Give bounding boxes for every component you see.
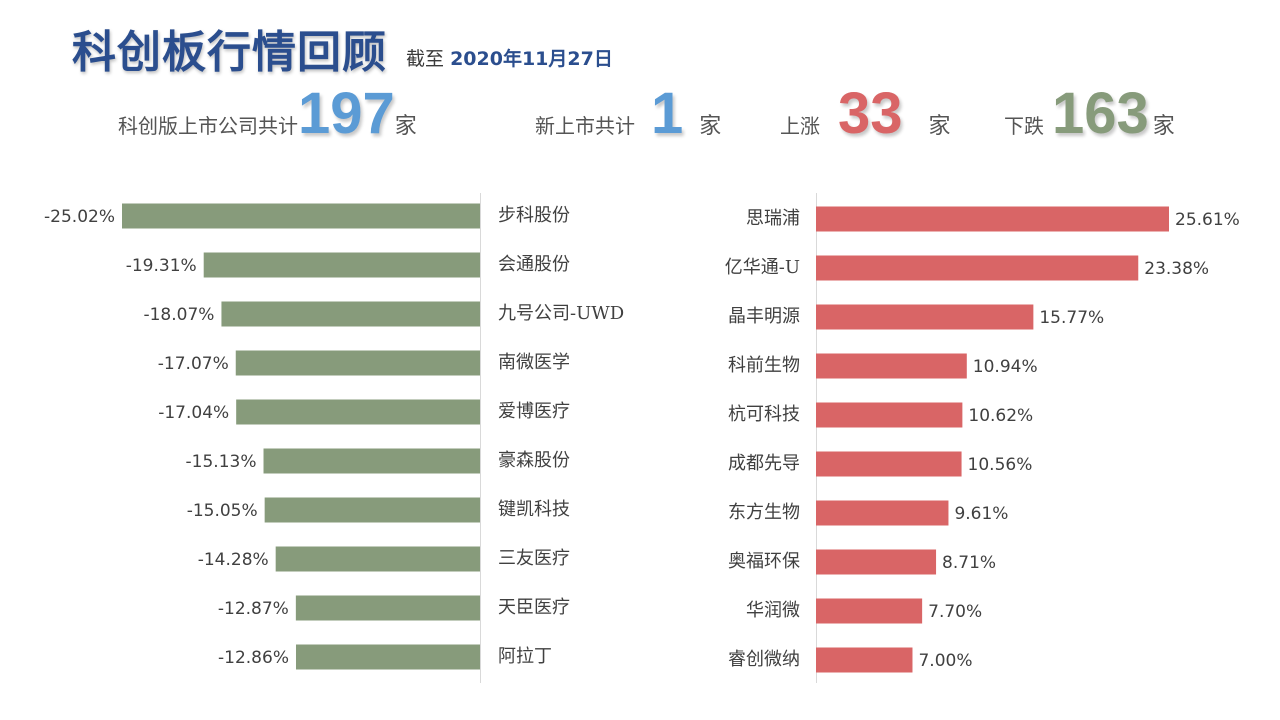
gain-bar-label: 10.56% (968, 455, 1033, 475)
stat-new-label: 新上市共计 (535, 114, 635, 138)
stat-up-label: 上涨 (780, 114, 820, 138)
gain-bar-label: 15.77% (1039, 308, 1104, 328)
stat-total-label: 科创版上市公司共计 (118, 114, 298, 138)
loss-bar (221, 301, 480, 327)
gain-category-label: 亿华通-U (725, 257, 800, 278)
loss-bar (263, 448, 480, 474)
loss-bar (235, 350, 480, 376)
loss-bar-label: -25.02% (44, 207, 115, 227)
stat-total-value: 197 (298, 81, 395, 146)
gain-bar-label: 7.00% (918, 651, 972, 671)
gain-bar (816, 304, 1034, 330)
loss-bar (203, 252, 480, 278)
gain-bar-label: 9.61% (954, 504, 1008, 524)
stat-new: 新上市共计 1 家 (535, 80, 721, 147)
gain-category-label: 科前生物 (728, 355, 800, 376)
loss-category-label: 九号公司-UWD (498, 303, 624, 324)
gain-bar-label: 23.38% (1144, 259, 1209, 279)
loss-bar (236, 399, 480, 425)
gain-category-label: 晶丰明源 (728, 306, 800, 327)
stat-new-value: 1 (651, 81, 684, 146)
page-title: 科创板行情回顾 (72, 27, 387, 78)
loss-bar-label: -15.05% (187, 501, 258, 521)
stat-new-unit: 家 (699, 114, 722, 139)
gain-bar-label: 7.70% (928, 602, 982, 622)
as-of-prefix: 截至 (406, 48, 445, 70)
stat-total: 科创版上市公司共计197家 (118, 80, 417, 147)
loss-category-label: 键凯科技 (498, 499, 570, 520)
loss-bar (295, 595, 480, 621)
loss-bar-label: -12.87% (218, 599, 289, 619)
stat-down-unit: 家 (1152, 114, 1175, 139)
loss-category-label: 爱博医疗 (498, 401, 570, 422)
gain-bar (816, 598, 923, 624)
stat-up-unit: 家 (928, 114, 951, 139)
loss-bar-label: -19.31% (126, 256, 197, 276)
loss-bar-label: -14.28% (198, 550, 269, 570)
as-of-date: 截至 2020年11月27日 (406, 44, 613, 71)
gain-bar (816, 255, 1139, 281)
gain-bar-label: 25.61% (1175, 210, 1240, 230)
loss-category-label: 天臣医疗 (498, 597, 570, 618)
as-of-date-value: 2020年11月27日 (450, 48, 613, 70)
loss-category-label: 步科股份 (498, 205, 570, 226)
gain-bar (816, 402, 963, 428)
gain-bar-label: 10.94% (973, 357, 1038, 377)
gain-bar-label: 10.62% (968, 406, 1033, 426)
gain-category-label: 杭可科技 (728, 404, 800, 425)
loss-bar-label: -12.86% (218, 648, 289, 668)
gain-bar-label: 8.71% (942, 553, 996, 573)
loss-bar (122, 203, 480, 229)
gain-category-label: 成都先导 (728, 453, 800, 474)
stat-total-unit: 家 (394, 114, 417, 139)
gain-category-label: 华润微 (746, 600, 800, 621)
loss-category-label: 阿拉丁 (498, 646, 552, 667)
loss-bar-label: -17.04% (158, 403, 229, 423)
loss-category-label: 会通股份 (498, 254, 570, 275)
gain-category-label: 东方生物 (728, 502, 800, 523)
gain-category-label: 睿创微纳 (728, 649, 800, 670)
gain-bar (816, 353, 967, 379)
loss-category-label: 三友医疗 (498, 548, 570, 569)
gain-bar (816, 549, 937, 575)
loss-bar-label: -17.07% (158, 354, 229, 374)
loss-category-label: 豪森股份 (498, 450, 570, 471)
loss-category-label: 南微医学 (498, 352, 570, 373)
stat-down-label: 下跌 (1004, 114, 1044, 138)
loss-bar (264, 497, 480, 523)
loss-bar-label: -18.07% (143, 305, 214, 325)
stat-down-value: 163 (1052, 81, 1149, 146)
gain-bar (816, 500, 949, 526)
gain-category-label: 思瑞浦 (746, 208, 800, 229)
stat-up-value: 33 (838, 81, 903, 146)
loss-bar-label: -15.13% (186, 452, 257, 472)
stat-up: 上涨 33 家 (780, 80, 951, 147)
gain-bar (816, 206, 1169, 232)
loss-bar (295, 644, 480, 670)
stat-down: 下跌 163 家 (1004, 80, 1175, 147)
loss-bar (275, 546, 480, 572)
gain-bar (816, 451, 962, 477)
gain-category-label: 奥福环保 (728, 551, 800, 572)
gain-bar (816, 647, 913, 673)
